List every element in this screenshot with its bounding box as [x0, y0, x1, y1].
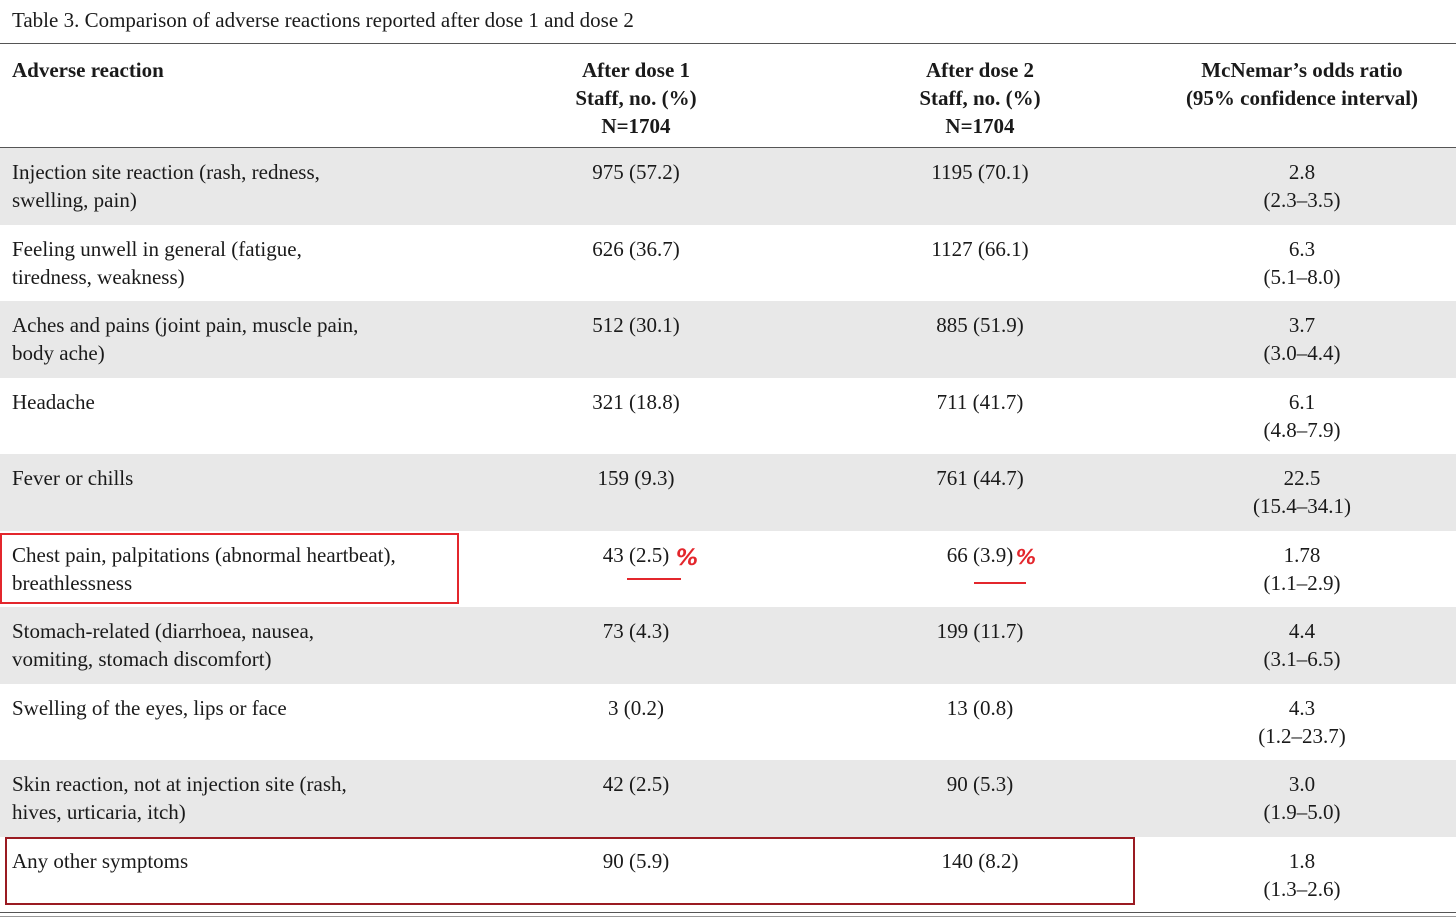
reaction-cell: Swelling of the eyes, lips or face [12, 695, 287, 720]
table-row: Feeling unwell in general (fatigue, tired… [0, 225, 1456, 302]
dose1-cell: 42 (2.5) [602, 772, 670, 796]
table-row: Aches and pains (joint pain, muscle pain… [0, 301, 1456, 378]
header-after-dose-1: After dose 1 Staff, no. (%) N=1704 [575, 58, 697, 138]
dose2-cell: 1127 (66.1) [931, 236, 1029, 261]
odds-ratio-cell: 4.3 (1.2–23.7) [1258, 695, 1346, 748]
table-row: Fever or chills 159 (9.3) 761 (44.7) 22.… [0, 454, 1456, 531]
table-caption: Table 3. Comparison of adverse reactions… [12, 8, 634, 32]
odds-ratio-cell: 3.7 (3.0–4.4) [1263, 313, 1341, 365]
odds-ratio-cell: 1.78 (1.1–2.9) [1263, 542, 1341, 595]
dose2-cell: 13 (0.8) [946, 695, 1014, 720]
dose2-cell: 711 (41.7) [936, 389, 1024, 414]
table-body: Injection site reaction (rash, redness, s… [0, 148, 1456, 913]
table-row: Swelling of the eyes, lips or face 3 (0.… [0, 684, 1456, 761]
table-row: Stomach-related (diarrhoea, nausea, vomit… [0, 607, 1456, 684]
dose1-cell: 975 (57.2) [592, 160, 680, 184]
odds-ratio-cell: 3.0 (1.9–5.0) [1263, 772, 1341, 824]
dose1-cell: 73 (4.3) [602, 619, 670, 643]
dose2-cell: 1195 (70.1) [931, 160, 1029, 184]
bottom-rule [0, 912, 1456, 913]
header-after-dose-2: After dose 2 Staff, no. (%) N=1704 [919, 58, 1041, 138]
dose1-cell: 90 (5.9) [602, 848, 670, 873]
dose1-cell: 321 (18.8) [592, 389, 680, 414]
table-row: Chest pain, palpitations (abnormal heart… [0, 531, 1456, 608]
dose2-cell: 199 (11.7) [936, 619, 1024, 643]
top-rule [0, 43, 1456, 44]
dose1-cell: 3 (0.2) [608, 695, 664, 720]
reaction-cell: Fever or chills [12, 466, 134, 490]
table-header: Adverse reaction After dose 1 Staff, no.… [0, 44, 1456, 147]
reaction-cell: Stomach-related (diarrhoea, nausea, vomit… [12, 619, 315, 671]
table-row: Injection site reaction (rash, redness, s… [0, 148, 1456, 225]
reaction-cell: Headache [12, 389, 95, 414]
reaction-cell: Aches and pains (joint pain, muscle pain… [12, 313, 359, 365]
header-adverse-reaction: Adverse reaction [12, 58, 164, 82]
highlight-box-any-other [5, 837, 1135, 905]
underline-dose1-annotation [627, 578, 681, 580]
table-row: Any other symptoms 90 (5.9) 140 (8.2) 1.… [0, 837, 1456, 914]
bottom-rule-2 [0, 916, 1456, 917]
reaction-cell: Skin reaction, not at injection site (ra… [12, 772, 347, 824]
header-rule [0, 147, 1456, 148]
odds-ratio-cell: 22.5 (15.4–34.1) [1253, 466, 1351, 518]
handwritten-percent-mark-dose2: % [1016, 545, 1037, 569]
odds-ratio-cell: 1.8 (1.3–2.6) [1263, 848, 1341, 901]
reaction-cell: Feeling unwell in general (fatigue, tired… [12, 236, 302, 289]
highlight-box-chest-pain [0, 533, 459, 604]
dose2-cell: 885 (51.9) [936, 313, 1024, 337]
dose1-cell: 159 (9.3) [597, 466, 675, 490]
reaction-cell: Chest pain, palpitations (abnormal heart… [12, 542, 396, 595]
dose1-cell: 626 (36.7) [592, 236, 680, 261]
handwritten-percent-mark-dose1: % [676, 546, 699, 571]
dose2-cell: 66 (3.9) [946, 542, 1014, 567]
dose1-cell: 43 (2.5) [602, 542, 670, 567]
dose2-cell: 90 (5.3) [946, 772, 1014, 796]
reaction-cell: Any other symptoms [12, 848, 189, 873]
odds-ratio-cell: 2.8 (2.3–3.5) [1263, 160, 1341, 212]
odds-ratio-cell: 6.3 (5.1–8.0) [1263, 236, 1341, 289]
dose2-cell: 761 (44.7) [936, 466, 1024, 490]
underline-dose2-annotation [974, 582, 1026, 584]
dose1-cell: 512 (30.1) [592, 313, 680, 337]
odds-ratio-cell: 6.1 (4.8–7.9) [1263, 389, 1341, 442]
table-row: Skin reaction, not at injection site (ra… [0, 760, 1456, 837]
reaction-cell: Injection site reaction (rash, redness, s… [12, 160, 320, 212]
odds-ratio-cell: 4.4 (3.1–6.5) [1263, 619, 1341, 671]
dose2-cell: 140 (8.2) [941, 848, 1019, 873]
header-odds-ratio: McNemar’s odds ratio (95% confidence int… [1185, 58, 1419, 110]
table-row: Headache 321 (18.8) 711 (41.7) 6.1 (4.8–7… [0, 378, 1456, 455]
